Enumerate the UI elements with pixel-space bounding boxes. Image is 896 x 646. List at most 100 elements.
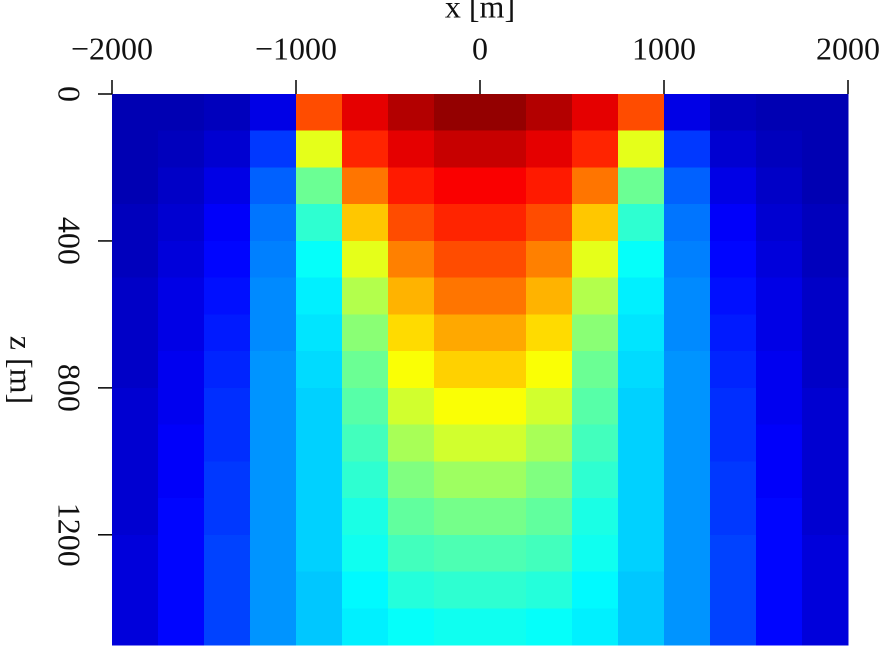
heat-cell xyxy=(572,351,619,389)
heat-cell xyxy=(158,314,205,352)
heat-cell xyxy=(434,277,481,315)
heat-cell xyxy=(480,424,527,462)
heat-cell xyxy=(664,240,711,279)
heat-cell xyxy=(618,608,665,646)
heat-cell xyxy=(756,571,803,609)
heat-cell xyxy=(250,498,297,536)
x-tick-label: −1000 xyxy=(255,30,337,66)
heat-cell xyxy=(204,351,251,389)
x-tick-label: 1000 xyxy=(632,30,696,66)
heat-cell xyxy=(342,167,389,205)
heat-cell xyxy=(526,130,573,169)
heat-cell xyxy=(664,314,711,352)
heat-cell xyxy=(572,387,619,426)
heat-cell xyxy=(204,424,251,462)
heat-cell xyxy=(802,571,849,609)
heat-cell xyxy=(572,571,619,609)
heat-cell xyxy=(526,571,573,609)
heat-cell xyxy=(572,204,619,242)
heat-cell xyxy=(664,571,711,609)
heat-cell xyxy=(388,608,435,646)
heat-cell xyxy=(710,571,757,609)
heat-cell xyxy=(204,204,251,242)
heat-cell xyxy=(434,387,481,426)
heat-cell xyxy=(664,534,711,573)
heat-cell xyxy=(158,240,205,279)
heat-cell xyxy=(158,498,205,536)
heat-cell xyxy=(204,534,251,573)
heat-cell xyxy=(158,130,205,169)
heat-cell xyxy=(756,424,803,462)
heat-cell xyxy=(296,314,343,352)
heat-cell xyxy=(158,534,205,573)
heat-cell xyxy=(342,314,389,352)
heat-cell xyxy=(296,534,343,573)
heat-cell xyxy=(388,94,435,132)
heat-cell xyxy=(388,277,435,315)
heat-cell xyxy=(342,277,389,315)
heat-cell xyxy=(388,424,435,462)
heat-cell xyxy=(480,240,527,279)
heat-cell xyxy=(388,240,435,279)
heat-cell xyxy=(480,167,527,205)
heat-cell xyxy=(342,387,389,426)
heat-cell xyxy=(802,534,849,573)
heat-cell xyxy=(204,94,251,132)
heat-cell xyxy=(342,498,389,536)
heat-cell xyxy=(158,571,205,609)
x-tick-label: 0 xyxy=(472,30,488,66)
heat-cell xyxy=(342,608,389,646)
heat-cell xyxy=(112,94,159,132)
heat-cell xyxy=(112,498,159,536)
heat-cell xyxy=(802,204,849,242)
heat-cell xyxy=(204,314,251,352)
heat-cell xyxy=(112,204,159,242)
heat-cell xyxy=(618,351,665,389)
heat-cell xyxy=(480,461,527,499)
heat-cell xyxy=(158,94,205,132)
heat-cell xyxy=(204,167,251,205)
heat-cell xyxy=(296,608,343,646)
heat-cell xyxy=(388,314,435,352)
heat-cell xyxy=(710,424,757,462)
heat-cell xyxy=(296,424,343,462)
heat-cell xyxy=(342,424,389,462)
heat-cell xyxy=(158,351,205,389)
heat-cell xyxy=(204,461,251,499)
heat-cell xyxy=(526,461,573,499)
heat-cell xyxy=(250,424,297,462)
heat-cell xyxy=(710,387,757,426)
heat-cell xyxy=(296,204,343,242)
heat-cell xyxy=(526,204,573,242)
heat-cell xyxy=(526,608,573,646)
heat-cell xyxy=(802,314,849,352)
heat-cell xyxy=(158,424,205,462)
heat-cell xyxy=(756,461,803,499)
heat-cell xyxy=(664,130,711,169)
heat-cell xyxy=(756,387,803,426)
heat-cell xyxy=(296,167,343,205)
heat-cell xyxy=(618,314,665,352)
heat-cell xyxy=(342,351,389,389)
heat-cell xyxy=(572,424,619,462)
heat-cell xyxy=(434,204,481,242)
heat-cell xyxy=(112,461,159,499)
heat-cell xyxy=(480,314,527,352)
heat-cell xyxy=(710,167,757,205)
heat-cell xyxy=(342,571,389,609)
heat-cell xyxy=(296,461,343,499)
heat-cell xyxy=(710,314,757,352)
heat-cell xyxy=(250,351,297,389)
heat-cell xyxy=(802,130,849,169)
heat-cell xyxy=(802,424,849,462)
heat-cell xyxy=(434,461,481,499)
heat-cell xyxy=(618,498,665,536)
heat-cell xyxy=(664,277,711,315)
heat-cell xyxy=(388,351,435,389)
heat-cell xyxy=(756,240,803,279)
heat-cell xyxy=(112,240,159,279)
heat-cell xyxy=(480,277,527,315)
heat-cell xyxy=(204,240,251,279)
heat-cell xyxy=(618,204,665,242)
